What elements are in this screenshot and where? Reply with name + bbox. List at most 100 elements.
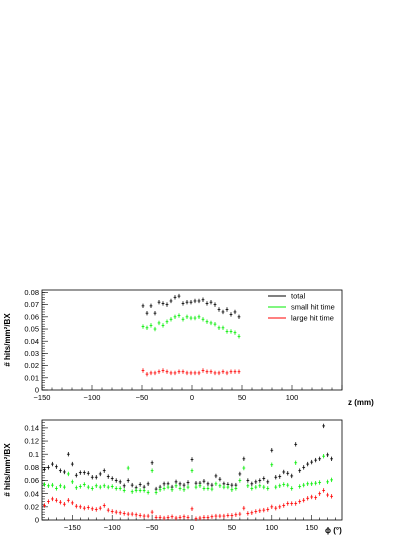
data-point <box>250 481 254 487</box>
series-small-hit-time <box>42 453 334 495</box>
data-point <box>310 481 314 487</box>
data-point <box>221 309 225 315</box>
y-tick-label: 0.14 <box>24 423 39 432</box>
data-point <box>310 494 314 500</box>
data-point <box>158 487 162 492</box>
data-point <box>110 484 114 489</box>
legend-label: total <box>291 292 306 301</box>
data-point <box>185 299 189 305</box>
data-point <box>206 481 210 487</box>
data-point <box>106 474 110 479</box>
data-point <box>290 473 294 479</box>
data-point <box>189 315 193 321</box>
data-point <box>193 370 197 376</box>
data-point <box>126 511 130 517</box>
data-point <box>102 483 106 488</box>
data-point <box>74 473 78 478</box>
x-tick-label: 100 <box>286 393 299 402</box>
data-point <box>173 314 177 320</box>
legend-label: small hit time <box>291 303 335 312</box>
data-point <box>177 369 181 374</box>
data-point <box>122 483 126 488</box>
data-point <box>229 329 233 334</box>
data-point <box>282 482 286 487</box>
data-point <box>114 486 118 491</box>
data-point <box>165 319 169 324</box>
data-point <box>150 460 154 465</box>
data-point <box>98 471 102 477</box>
data-point <box>145 310 149 316</box>
data-point <box>294 460 298 465</box>
data-point <box>330 456 334 462</box>
data-point <box>218 477 222 482</box>
data-point <box>302 465 306 470</box>
y-tick-label: 0.06 <box>24 312 39 321</box>
data-point <box>225 307 229 312</box>
data-point <box>226 484 230 490</box>
data-point <box>286 471 290 476</box>
data-point <box>217 370 221 376</box>
x-tick-label: −150 <box>34 393 51 402</box>
data-point <box>58 468 62 473</box>
data-point <box>174 515 178 521</box>
data-point <box>286 501 290 506</box>
x-tick-label: 0 <box>190 393 194 402</box>
data-point <box>110 476 114 481</box>
data-point <box>213 321 217 327</box>
data-point <box>222 513 226 519</box>
data-point <box>197 298 201 304</box>
data-point <box>182 487 186 492</box>
data-point <box>318 480 322 485</box>
data-point <box>270 462 274 467</box>
data-point <box>330 494 334 499</box>
data-point <box>90 486 94 491</box>
data-point <box>130 482 134 488</box>
data-point <box>238 478 242 483</box>
data-point <box>213 302 217 307</box>
data-point <box>218 483 222 488</box>
y-tick-label: 0 <box>35 386 39 395</box>
x-tick-label: −50 <box>136 393 149 402</box>
data-point <box>194 484 198 490</box>
data-point <box>153 326 157 332</box>
data-point <box>161 323 165 328</box>
data-point <box>149 323 153 328</box>
data-point <box>274 484 278 490</box>
data-point <box>262 476 266 481</box>
data-point <box>153 370 157 376</box>
data-point <box>138 513 142 518</box>
data-point <box>221 325 225 331</box>
data-point <box>206 486 210 491</box>
data-point <box>242 505 246 511</box>
data-point <box>238 471 242 477</box>
data-point <box>58 483 62 488</box>
data-point <box>165 302 169 307</box>
x-tick-label: 0 <box>190 523 194 532</box>
data-point <box>210 514 214 519</box>
data-point <box>274 475 278 480</box>
data-point <box>230 487 234 492</box>
data-point <box>205 319 209 324</box>
y-tick-label: 0 <box>35 516 39 525</box>
data-point <box>138 482 142 487</box>
data-point <box>270 504 274 510</box>
data-point <box>209 369 213 374</box>
data-point <box>266 507 270 512</box>
data-point <box>189 299 193 305</box>
data-point <box>90 475 94 480</box>
data-point <box>234 486 238 491</box>
data-point <box>149 370 153 376</box>
data-point <box>186 480 190 485</box>
data-point <box>230 513 234 518</box>
data-point <box>162 515 166 521</box>
data-point <box>282 503 286 508</box>
data-point <box>294 501 298 506</box>
data-point <box>181 301 185 306</box>
series-total <box>141 293 241 320</box>
data-point <box>322 423 326 429</box>
data-point <box>170 514 174 519</box>
y-tick-label: 0.02 <box>24 502 39 511</box>
data-point <box>161 301 165 306</box>
data-point <box>194 516 198 521</box>
data-point <box>198 515 202 521</box>
